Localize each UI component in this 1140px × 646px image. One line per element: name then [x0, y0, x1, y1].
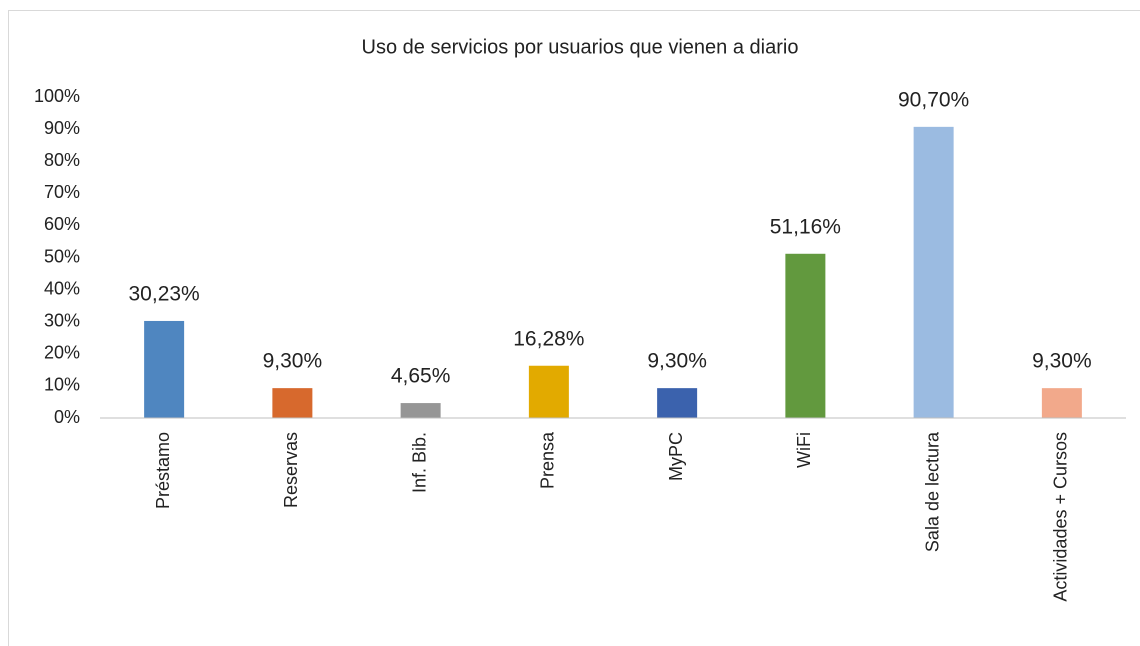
data-label: 9,30%: [1032, 350, 1092, 373]
x-tick-label: Inf. Bib.: [409, 432, 429, 493]
y-tick-label: 20%: [44, 343, 80, 363]
y-tick-label: 40%: [44, 278, 80, 298]
y-tick-label: 0%: [54, 407, 80, 427]
x-tick-label: WiFi: [794, 432, 814, 468]
x-tick-label: MyPC: [666, 432, 686, 481]
bar: [657, 388, 698, 418]
data-label: 90,70%: [898, 88, 969, 111]
data-label: 30,23%: [129, 283, 200, 306]
data-label: 51,16%: [770, 215, 841, 238]
y-tick-label: 100%: [34, 86, 80, 106]
y-tick-label: 10%: [44, 375, 80, 395]
data-label: 4,65%: [391, 365, 451, 388]
bar: [272, 388, 313, 418]
x-tick-label: Prensa: [538, 431, 558, 489]
bar: [785, 253, 826, 418]
y-tick-label: 90%: [44, 118, 80, 138]
bar: [400, 403, 441, 418]
y-tick-label: 50%: [44, 246, 80, 266]
x-tick-label: Sala de lectura: [922, 431, 942, 552]
x-tick-label: Actividades + Cursos: [1051, 432, 1071, 602]
bar: [528, 365, 569, 418]
data-label: 16,28%: [513, 327, 584, 350]
x-tick-label: Préstamo: [153, 432, 173, 509]
bar: [144, 320, 185, 418]
data-label: 9,30%: [647, 350, 707, 373]
y-tick-label: 30%: [44, 310, 80, 330]
data-label: 9,30%: [263, 350, 323, 373]
x-tick-label: Reservas: [281, 432, 301, 508]
chart-title: Uso de servicios por usuarios que vienen…: [362, 36, 799, 58]
y-tick-label: 60%: [44, 214, 80, 234]
y-tick-label: 80%: [44, 150, 80, 170]
y-tick-label: 70%: [44, 182, 80, 202]
bar: [1041, 388, 1082, 418]
bar: [913, 126, 954, 418]
